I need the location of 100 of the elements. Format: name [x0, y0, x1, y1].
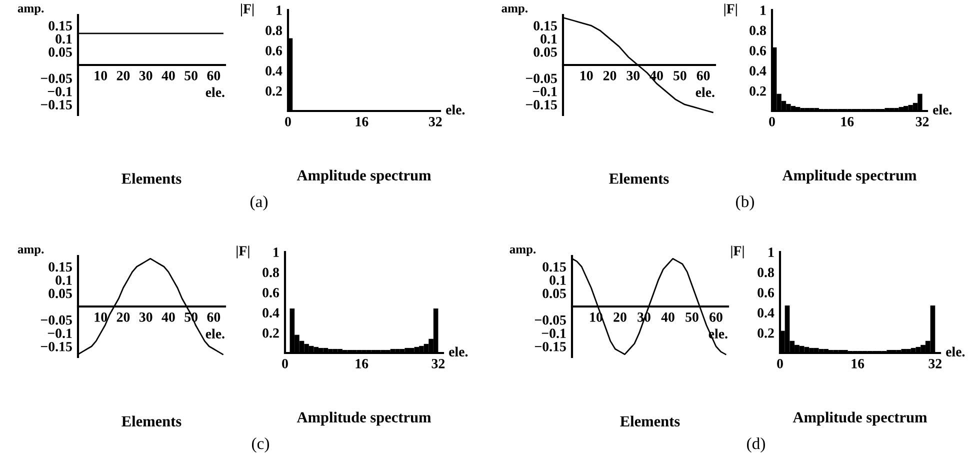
- x-tick-label: 40: [162, 312, 175, 322]
- y-axis-title: |F|: [731, 246, 744, 258]
- x-tick-label: 0: [285, 116, 291, 126]
- text: Elements: [122, 416, 182, 426]
- y-tick-label: 0.4: [758, 308, 774, 318]
- x-axis-title: ele.: [449, 346, 468, 357]
- y-tick-label: 0.6: [266, 46, 282, 56]
- text: Amplitude spectrum: [782, 170, 916, 184]
- y-tick-label: 0.05: [48, 288, 72, 298]
- text: (a): [250, 195, 268, 211]
- y-tick-label: 0.15: [48, 262, 72, 272]
- y-tick-label: 0.2: [750, 86, 766, 96]
- x-axis-title: ele.: [446, 104, 465, 115]
- text: Elements: [620, 416, 680, 426]
- y-tick-label: −0.15: [526, 100, 557, 110]
- x-tick-label: 20: [116, 70, 130, 80]
- y-tick-label: 0.8: [758, 268, 774, 278]
- y-tick-label: −0.15: [40, 100, 72, 110]
- y-axis-title: amp.: [502, 6, 528, 15]
- y-tick-label: 0.8: [262, 268, 279, 278]
- text: (b): [736, 195, 754, 211]
- y-tick-label: 0.2: [758, 328, 774, 338]
- x-tick-label: 50: [686, 312, 698, 322]
- y-tick-label: 0.4: [750, 66, 766, 76]
- y-tick-label: −0.05: [526, 74, 557, 84]
- y-tick-label: 0.15: [534, 21, 557, 31]
- x-tick-label: 40: [650, 70, 663, 80]
- y-tick-label: 1: [760, 6, 766, 15]
- y-tick-label: 0.15: [48, 21, 72, 31]
- y-axis-title: |F|: [724, 4, 737, 16]
- y-tick-label: 1: [274, 248, 279, 257]
- x-tick-label: 16: [841, 116, 854, 126]
- y-tick-label: 0.1: [550, 276, 566, 285]
- text: Amplitude spectrum: [792, 412, 927, 426]
- y-tick-label: 0.05: [542, 288, 566, 298]
- y-tick-label: 0.8: [750, 26, 766, 36]
- y-tick-label: 1: [276, 6, 282, 15]
- x-tick-label: 50: [184, 70, 198, 80]
- text: Elements: [609, 173, 669, 184]
- y-tick-label: 0.4: [262, 308, 280, 318]
- x-tick-label: 32: [432, 358, 445, 368]
- y-tick-label: −0.05: [40, 74, 72, 84]
- y-tick-label: −0.05: [40, 315, 72, 325]
- y-axis-title: amp.: [18, 247, 44, 256]
- x-tick-label: 16: [356, 116, 368, 126]
- y-tick-label: −0.1: [542, 328, 566, 338]
- x-tick-label: 50: [674, 70, 686, 80]
- y-axis-title: |F|: [236, 246, 250, 258]
- text: Elements: [122, 173, 182, 184]
- x-tick-label: 10: [580, 70, 593, 80]
- x-tick-label: 40: [661, 312, 674, 322]
- y-axis-title: amp.: [510, 247, 536, 256]
- y-tick-label: 0.4: [266, 66, 282, 76]
- y-tick-label: −0.1: [48, 86, 72, 96]
- x-tick-label: 10: [94, 70, 108, 80]
- y-tick-label: 0.6: [750, 46, 766, 56]
- y-tick-label: 0.1: [540, 34, 557, 44]
- x-axis-title: ele.: [933, 104, 952, 115]
- y-tick-label: −0.15: [534, 342, 566, 352]
- text: Amplitude spectrum: [296, 412, 431, 426]
- y-tick-label: −0.1: [532, 86, 557, 96]
- x-tick-label: 32: [916, 116, 929, 126]
- x-tick-label: 10: [94, 312, 108, 322]
- x-tick-label: 30: [626, 70, 640, 80]
- x-tick-label: 16: [356, 358, 368, 368]
- y-tick-label: −0.1: [48, 328, 72, 338]
- x-tick-label: 30: [139, 70, 152, 80]
- x-tick-label: 30: [139, 312, 152, 322]
- text: (d): [747, 437, 765, 453]
- x-tick-label: 60: [710, 312, 722, 322]
- x-tick-label: 0: [769, 116, 775, 126]
- x-tick-label: 20: [116, 312, 130, 322]
- x-tick-label: 60: [207, 312, 220, 322]
- y-tick-label: 0.1: [56, 276, 72, 285]
- y-axis-title: amp.: [18, 6, 44, 15]
- y-tick-label: 0.05: [534, 47, 557, 57]
- y-axis-title: |F|: [241, 4, 254, 16]
- y-tick-label: 0.05: [48, 47, 72, 57]
- x-tick-label: 32: [928, 358, 942, 368]
- x-tick-label: 20: [603, 70, 616, 80]
- x-axis-title: ele.: [206, 328, 224, 339]
- x-tick-label: 0: [777, 358, 783, 368]
- x-tick-label: 60: [696, 70, 710, 80]
- y-tick-label: −0.15: [40, 342, 72, 352]
- y-tick-label: −0.05: [534, 315, 566, 325]
- x-axis-title: ele.: [206, 87, 224, 98]
- y-tick-label: 0.6: [758, 288, 774, 298]
- y-tick-label: 0.8: [266, 26, 282, 36]
- y-tick-label: 0.15: [542, 262, 566, 272]
- text: (c): [252, 437, 270, 453]
- y-tick-label: 0.6: [262, 288, 280, 298]
- x-tick-label: 60: [207, 70, 220, 80]
- x-tick-label: 40: [162, 70, 175, 80]
- x-tick-label: 16: [852, 358, 864, 368]
- x-axis-title: ele.: [946, 346, 965, 357]
- x-tick-label: 32: [428, 116, 442, 126]
- x-axis-title: ele.: [696, 87, 714, 98]
- x-tick-label: 20: [614, 312, 626, 322]
- y-tick-label: 1: [768, 248, 774, 257]
- y-tick-label: 0.2: [266, 86, 282, 96]
